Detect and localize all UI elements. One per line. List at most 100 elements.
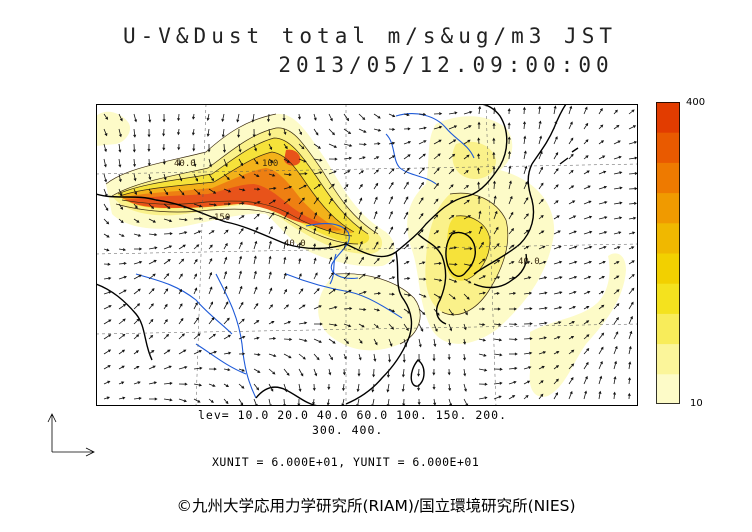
wind-arrow [178, 231, 188, 235]
wind-arrow [118, 381, 125, 385]
wind-arrow [628, 246, 635, 250]
wind-arrow [193, 302, 198, 310]
wind-arrow [523, 213, 529, 220]
wind-arrow [583, 260, 593, 265]
wind-arrow [373, 323, 379, 329]
wind-arrow [583, 215, 593, 220]
wind-arrow [208, 301, 213, 310]
wind-arrow [313, 197, 319, 205]
wind-arrow [613, 360, 617, 370]
wind-arrow [223, 158, 228, 168]
wind-arrow [253, 398, 258, 406]
wind-arrow [628, 260, 635, 265]
wind-arrow [208, 173, 214, 182]
wind-arrow [238, 285, 243, 295]
wind-arrow [162, 158, 166, 165]
wind-arrow [388, 168, 395, 175]
wind-arrow [388, 242, 395, 250]
wind-arrow [418, 140, 427, 145]
wind-arrow [373, 156, 380, 160]
wind-arrow [448, 398, 453, 406]
wind-arrow [118, 275, 128, 280]
wind-arrow [133, 303, 141, 310]
wind-arrow [478, 291, 486, 295]
wind-arrow [418, 338, 422, 348]
wind-arrow [193, 217, 203, 221]
wind-arrow [118, 173, 122, 183]
wind-arrow [283, 185, 293, 190]
wind-arrow [598, 107, 603, 115]
wind-arrow [598, 140, 605, 145]
wind-arrow [598, 390, 602, 400]
wind-arrow [478, 241, 484, 250]
wind-arrow [448, 323, 453, 332]
wind-arrow [268, 353, 277, 357]
wind-arrow [403, 261, 410, 265]
wind-arrow [133, 366, 140, 370]
wind-arrow [418, 153, 426, 160]
wind-arrow [148, 259, 157, 265]
wind-arrow [553, 105, 557, 115]
wind-arrow [628, 140, 638, 145]
wind-arrow [508, 276, 516, 280]
wind-arrow [418, 126, 427, 130]
wind-arrow [403, 181, 409, 190]
wind-arrow [238, 158, 243, 167]
wind-arrow [163, 288, 169, 295]
wind-arrow [253, 353, 261, 357]
unit-scale-text: XUNIT = 6.000E+01, YUNIT = 6.000E+01 [212, 455, 480, 469]
wind-arrow [253, 213, 260, 220]
wind-arrow [133, 350, 139, 355]
wind-arrow [538, 336, 547, 340]
wind-arrow [103, 262, 111, 266]
wind-arrow [417, 368, 421, 377]
wind-arrow [103, 188, 108, 197]
wind-arrow [132, 143, 136, 153]
wind-arrow [313, 158, 323, 162]
wind-arrow [118, 248, 127, 252]
wind-arrow [238, 398, 244, 406]
wind-arrow [508, 307, 517, 311]
wind-arrow [268, 383, 274, 392]
wind-arrow [477, 121, 481, 129]
wind-arrow [508, 322, 518, 326]
contour-label: 40.0 [284, 239, 306, 249]
wind-arrow [208, 203, 218, 207]
wind-arrow [208, 158, 212, 168]
wind-arrow [583, 347, 590, 355]
wind-arrow [163, 273, 170, 280]
wind-arrow [133, 396, 142, 400]
wind-arrow [523, 150, 527, 160]
chart-title: U-V&Dust total m/s&ug/m3 JST [122, 24, 617, 48]
wind-arrow [358, 240, 363, 250]
wind-arrow [523, 276, 532, 280]
wind-arrow [282, 398, 286, 406]
wind-arrow [508, 366, 518, 370]
wind-arrow [598, 124, 604, 130]
wind-arrow [358, 323, 365, 328]
rivers [135, 113, 475, 399]
wind-arrow [163, 319, 168, 325]
wind-arrow [523, 261, 531, 265]
wind-arrow [598, 155, 606, 160]
wind-arrow [492, 106, 496, 115]
wind-arrow [223, 301, 229, 310]
wind-arrow [478, 307, 486, 311]
wind-arrow [253, 255, 257, 265]
wind-arrow [328, 353, 333, 361]
wind-arrow [193, 188, 201, 195]
wind-arrow [433, 338, 437, 348]
wind-arrow [208, 367, 217, 371]
wind-arrow [193, 158, 197, 168]
wind-arrow [163, 232, 173, 236]
wind-arrow [462, 353, 466, 361]
wind-arrow [568, 153, 574, 160]
wind-arrow [343, 353, 347, 360]
wind-arrow [238, 318, 245, 325]
wind-arrow [238, 301, 244, 310]
legend-band [656, 102, 680, 133]
wind-arrow [206, 128, 210, 137]
wind-arrow [298, 143, 305, 150]
wind-arrow [253, 286, 258, 295]
wind-arrow [326, 398, 330, 406]
